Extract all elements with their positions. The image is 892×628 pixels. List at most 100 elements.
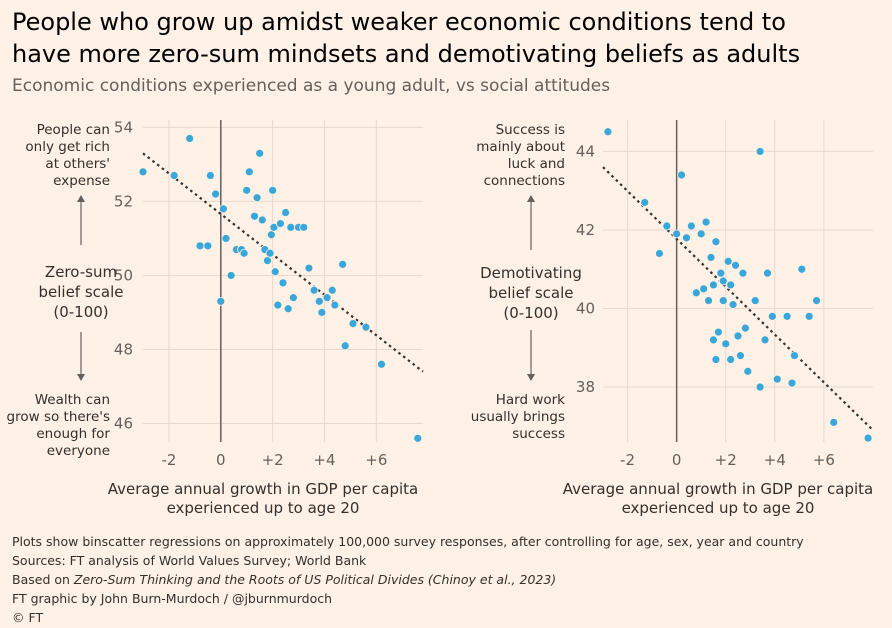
data-point (723, 256, 733, 266)
x-axis-title-line-2: experienced up to age 20 (622, 499, 815, 517)
data-point (718, 296, 728, 306)
data-point (728, 300, 738, 309)
chart-title: People who grow up amidst weaker economi… (12, 6, 882, 70)
bottom-annotation-line: success (512, 426, 565, 442)
footer-credit: FT graphic by John Burn-Murdoch / @jburn… (12, 591, 333, 606)
data-point (169, 171, 179, 180)
data-point (269, 222, 279, 232)
data-point (250, 211, 259, 221)
data-point (221, 234, 231, 243)
data-point (278, 278, 288, 288)
y-axis-label-line: Demotivating (480, 264, 582, 282)
trend-line (142, 152, 424, 373)
data-point (711, 237, 721, 247)
y-tick-label: 40 (576, 299, 595, 317)
top-annotation-line: mainly about (476, 139, 565, 155)
data-point (738, 268, 748, 278)
data-point (772, 374, 782, 384)
data-point (829, 417, 839, 427)
data-point (211, 189, 220, 199)
x-tick-label: -2 (161, 451, 176, 469)
data-point (677, 170, 686, 180)
data-point (655, 249, 664, 258)
top-annotation-line: luck and (508, 156, 565, 172)
charts-svg: 46 48 50 52 54 -2 0 +2 +4 +6 Average annual growth… (7, 118, 874, 517)
data-point (338, 259, 348, 269)
data-point (760, 335, 770, 345)
data-point (226, 271, 236, 280)
data-point (299, 222, 309, 232)
chart-panel-2: 38 40 42 44 -2 0 +2 +4 +6 Average annual growth i… (471, 120, 874, 517)
arrow-up-icon (77, 195, 85, 202)
chart-panel-1: 46 48 50 52 54 -2 0 +2 +4 +6 Average annual growth… (7, 118, 424, 517)
data-point (672, 229, 682, 239)
data-point (304, 263, 314, 273)
y-tick-label: 50 (114, 266, 133, 284)
data-point (686, 221, 696, 231)
bottom-annotation-line: grow so there's (7, 409, 110, 425)
y-axis-label-line: belief scale (38, 283, 123, 301)
footer-note: Plots show binscatter regressions on app… (12, 534, 804, 549)
y-axis-label-line: (0-100) (53, 303, 108, 321)
data-point (314, 296, 324, 306)
data-point (195, 241, 205, 251)
data-point (709, 280, 718, 290)
y-axis-label-line: belief scale (488, 284, 573, 302)
data-point (322, 293, 332, 303)
footer-sources: Sources: FT analysis of World Values Sur… (12, 553, 367, 568)
data-point (718, 276, 728, 286)
bottom-annotation-line: usually brings (471, 409, 565, 425)
data-point (743, 366, 753, 376)
y-axis-label-line: Zero-sum (45, 263, 117, 281)
x-tick-label: 0 (672, 451, 682, 469)
data-point (767, 311, 777, 321)
y-tick-label: 42 (576, 221, 595, 239)
data-point (203, 241, 213, 251)
data-point (701, 217, 711, 227)
y-tick-label: 52 (114, 192, 133, 210)
data-point (863, 433, 873, 443)
data-point (797, 264, 807, 274)
based-on-prefix: Based on (12, 572, 74, 587)
top-annotation-line: expense (53, 173, 110, 189)
data-point (309, 285, 319, 295)
y-tick-label: 38 (576, 378, 595, 396)
top-annotation-line: connections (484, 173, 565, 189)
x-tick-label: +2 (262, 451, 284, 469)
data-point (270, 267, 280, 277)
title-line-1: People who grow up amidst weaker economi… (12, 8, 786, 36)
bottom-annotation-line: Hard work (496, 392, 565, 408)
chart-subtitle: Economic conditions experienced as a you… (12, 76, 611, 96)
data-point (731, 260, 740, 270)
x-axis-title-line-1: Average annual growth in GDP per capita (563, 480, 873, 498)
data-point (317, 308, 327, 317)
x-tick-label: +6 (813, 451, 835, 469)
data-point (266, 230, 276, 240)
data-point (740, 323, 750, 333)
y-axis-label-line: (0-100) (503, 304, 558, 322)
top-annotation-line: only get rich (25, 139, 110, 155)
data-point (216, 296, 226, 306)
data-point (361, 322, 371, 332)
data-point (755, 382, 765, 392)
data-point (206, 171, 215, 180)
data-point (782, 311, 792, 321)
data-point (252, 193, 262, 203)
data-point (721, 339, 731, 349)
data-point (726, 280, 736, 290)
data-point (185, 134, 195, 143)
data-point (691, 288, 701, 298)
data-point (377, 359, 386, 369)
trend-line (602, 166, 874, 432)
data-point (255, 148, 265, 158)
x-axis-title-line-1: Average annual growth in GDP per capita (108, 480, 418, 498)
data-point (713, 327, 723, 337)
arrow-up-icon (527, 195, 535, 202)
x-axis-title-line-2: experienced up to age 20 (167, 499, 360, 517)
data-point (348, 319, 358, 328)
data-point (812, 296, 821, 306)
data-point (268, 185, 278, 195)
data-point (276, 219, 285, 229)
data-point (706, 253, 716, 262)
data-point (750, 296, 760, 306)
